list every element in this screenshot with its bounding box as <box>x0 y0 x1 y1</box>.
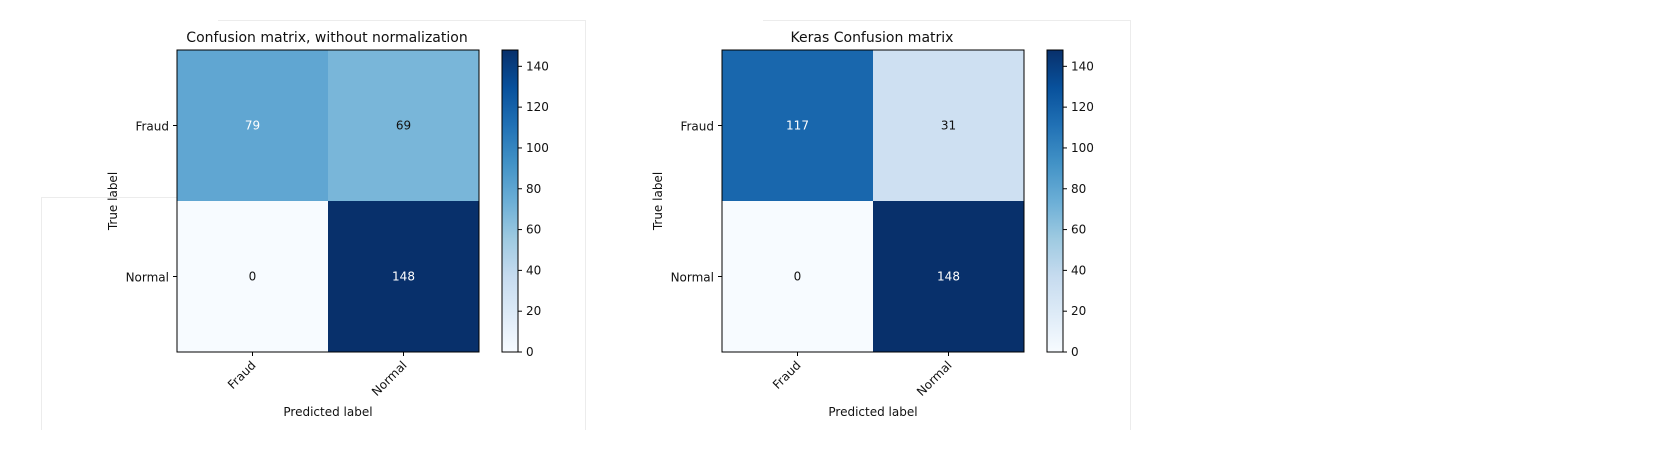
cm2-y-axis-label: True label <box>651 172 665 231</box>
cm1-colorbar-tick-label-3: 60 <box>526 223 541 237</box>
cm1-cell-value-r0-c0: 79 <box>245 119 260 133</box>
cm2-colorbar-tick-label-7: 140 <box>1071 59 1094 73</box>
cm2-x-tick-label-0: Fraud <box>770 358 804 392</box>
cm2-x-tick-label-1: Normal <box>914 358 955 399</box>
output-frame-left-left <box>41 197 42 430</box>
cm1-cell-r1-c0 <box>177 201 328 352</box>
cm2-colorbar-tick-label-2: 40 <box>1071 263 1086 277</box>
cm2-colorbar-tick-label-4: 80 <box>1071 182 1086 196</box>
output-frame-top-right <box>763 20 1130 21</box>
cm1-x-axis-label: Predicted label <box>283 405 372 419</box>
cm1-colorbar <box>501 49 519 353</box>
cm1-cell-r0-c0 <box>177 50 328 201</box>
output-frame-top-left <box>218 20 585 21</box>
cm1-y-tick-label-1: Normal <box>126 271 169 285</box>
cm2-cell-value-r0-c1: 31 <box>941 119 956 133</box>
cm1-colorbar-tick-label-4: 80 <box>526 182 541 196</box>
cm1-y-tick-label-0: Fraud <box>135 120 169 134</box>
cm1-x-tick-label-0: Fraud <box>225 358 259 392</box>
cm2-colorbar <box>1046 49 1064 353</box>
cm2-x-axis-label: Predicted label <box>828 405 917 419</box>
cm1-y-axis-label: True label <box>106 172 120 231</box>
cm1-cell-value-r0-c1: 69 <box>396 119 411 133</box>
output-frame-right-right <box>1130 20 1131 430</box>
cm2-colorbar-tick-label-6: 120 <box>1071 100 1094 114</box>
cm2-y-tick-label-0: Fraud <box>680 120 714 134</box>
cm1-cell-r0-c1 <box>328 50 479 201</box>
cm2-colorbar-tick-label-1: 20 <box>1071 304 1086 318</box>
cm1-colorbar-tick-label-7: 140 <box>526 59 549 73</box>
cm2-chart-title: Keras Confusion matrix <box>791 30 954 46</box>
cm2-colorbar-tick-label-0: 0 <box>1071 345 1079 359</box>
cm1-colorbar-tick-label-2: 40 <box>526 263 541 277</box>
cm1-colorbar-tick-label-5: 100 <box>526 141 549 155</box>
cm1-cell-value-r1-c0: 0 <box>249 270 257 284</box>
cm2-cell-r0-c0 <box>722 50 873 201</box>
cm2-cell-value-r1-c0: 0 <box>794 270 802 284</box>
output-frame-right-left <box>585 20 586 430</box>
cm2-cell-r0-c1 <box>873 50 1024 201</box>
cm1-colorbar-tick-label-0: 0 <box>526 345 534 359</box>
cm2-colorbar-tick-label-3: 60 <box>1071 223 1086 237</box>
cm2-matrix-border <box>721 49 1025 353</box>
cm1-chart-title: Confusion matrix, without normalization <box>186 30 467 46</box>
cm1-cell-value-r1-c1: 148 <box>392 270 415 284</box>
cm1-matrix-border <box>176 49 480 353</box>
cm2-cell-value-r0-c0: 117 <box>786 119 809 133</box>
cm1-colorbar-tick-label-6: 120 <box>526 100 549 114</box>
cm1-cell-r1-c1 <box>328 201 479 352</box>
cm2-y-tick-label-1: Normal <box>671 271 714 285</box>
cm2-cell-r1-c0 <box>722 201 873 352</box>
cm2-cell-r1-c1 <box>873 201 1024 352</box>
output-frame-mid-left <box>41 197 178 198</box>
cm1-colorbar-tick-label-1: 20 <box>526 304 541 318</box>
cm2-cell-value-r1-c1: 148 <box>937 270 960 284</box>
cm1-x-tick-label-1: Normal <box>369 358 410 399</box>
cm2-colorbar-tick-label-5: 100 <box>1071 141 1094 155</box>
